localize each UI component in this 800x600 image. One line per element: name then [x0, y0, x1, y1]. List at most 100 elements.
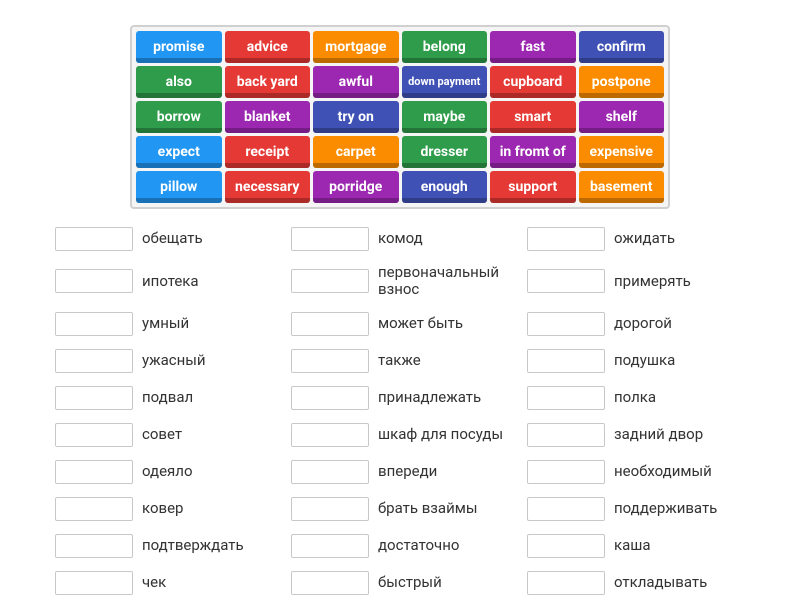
drop-target[interactable]: [527, 534, 605, 558]
answer-row: совет: [55, 423, 273, 447]
answer-row: ипотека: [55, 264, 273, 299]
word-tile[interactable]: blanket: [225, 101, 311, 133]
answer-row: дорогой: [527, 312, 745, 336]
drop-target[interactable]: [527, 227, 605, 251]
answer-row: быстрый: [291, 571, 509, 595]
drop-target[interactable]: [291, 460, 369, 484]
drop-target[interactable]: [527, 423, 605, 447]
word-tile[interactable]: borrow: [136, 101, 222, 133]
answer-row: ожидать: [527, 227, 745, 251]
word-tile[interactable]: confirm: [579, 31, 665, 63]
answer-label: обещать: [142, 230, 203, 247]
answer-label: необходимый: [614, 463, 712, 480]
word-tile[interactable]: pillow: [136, 171, 222, 203]
word-tile[interactable]: basement: [579, 171, 665, 203]
drop-target[interactable]: [527, 460, 605, 484]
answers-grid: обещать комод ожидать ипотека первоначальный…: [55, 227, 745, 595]
answer-row: поддерживать: [527, 497, 745, 521]
answer-label: совет: [142, 426, 182, 443]
drop-target[interactable]: [291, 497, 369, 521]
word-tile[interactable]: postpone: [579, 66, 665, 98]
word-tile[interactable]: carpet: [313, 136, 399, 168]
word-tile[interactable]: expect: [136, 136, 222, 168]
drop-target[interactable]: [291, 312, 369, 336]
answer-label: брать взаймы: [378, 500, 478, 517]
answer-row: может быть: [291, 312, 509, 336]
word-tile[interactable]: support: [490, 171, 576, 203]
answer-row: принадлежать: [291, 386, 509, 410]
drop-target[interactable]: [55, 423, 133, 447]
answer-label: впереди: [378, 463, 437, 480]
word-tile[interactable]: dresser: [402, 136, 488, 168]
word-tile[interactable]: awful: [313, 66, 399, 98]
answer-label: шкаф для посуды: [378, 426, 503, 443]
drop-target[interactable]: [55, 534, 133, 558]
drop-target[interactable]: [55, 460, 133, 484]
answer-label: также: [378, 352, 421, 369]
drop-target[interactable]: [291, 386, 369, 410]
answer-label: подвал: [142, 389, 193, 406]
word-tile[interactable]: porridge: [313, 171, 399, 203]
word-tile[interactable]: fast: [490, 31, 576, 63]
word-tile[interactable]: promise: [136, 31, 222, 63]
answer-label: подтверждать: [142, 537, 244, 554]
answer-label: примерять: [614, 273, 691, 290]
word-tile[interactable]: maybe: [402, 101, 488, 133]
word-tile[interactable]: try on: [313, 101, 399, 133]
word-tile[interactable]: necessary: [225, 171, 311, 203]
drop-target[interactable]: [55, 227, 133, 251]
drop-target[interactable]: [527, 386, 605, 410]
drop-target[interactable]: [291, 227, 369, 251]
word-tile[interactable]: in fromt of: [490, 136, 576, 168]
answer-row: чек: [55, 571, 273, 595]
answer-label: может быть: [378, 315, 463, 332]
drop-target[interactable]: [291, 571, 369, 595]
answer-label: подушка: [614, 352, 675, 369]
word-tile[interactable]: mortgage: [313, 31, 399, 63]
word-tile[interactable]: smart: [490, 101, 576, 133]
answer-label: откладывать: [614, 574, 707, 591]
answer-row: подвал: [55, 386, 273, 410]
answer-row: комод: [291, 227, 509, 251]
answer-row: полка: [527, 386, 745, 410]
word-tile[interactable]: expensive: [579, 136, 665, 168]
word-tile[interactable]: advice: [225, 31, 311, 63]
drop-target[interactable]: [527, 571, 605, 595]
word-tile[interactable]: enough: [402, 171, 488, 203]
answer-row: обещать: [55, 227, 273, 251]
answer-label: одеяло: [142, 463, 193, 480]
drop-target[interactable]: [55, 312, 133, 336]
drop-target[interactable]: [55, 386, 133, 410]
word-tile[interactable]: back yard: [225, 66, 311, 98]
answer-label: первоначальный взнос: [378, 264, 509, 299]
drop-target[interactable]: [291, 349, 369, 373]
drop-target[interactable]: [527, 312, 605, 336]
answer-row: необходимый: [527, 460, 745, 484]
answer-label: полка: [614, 389, 656, 406]
drop-target[interactable]: [55, 269, 133, 293]
word-tile[interactable]: belong: [402, 31, 488, 63]
drop-target[interactable]: [55, 349, 133, 373]
answer-label: дорогой: [614, 315, 672, 332]
drop-target[interactable]: [55, 571, 133, 595]
word-tile[interactable]: shelf: [579, 101, 665, 133]
word-tile[interactable]: receipt: [225, 136, 311, 168]
word-tile[interactable]: also: [136, 66, 222, 98]
word-tile[interactable]: down payment: [402, 66, 488, 98]
answer-label: поддерживать: [614, 500, 717, 517]
drop-target[interactable]: [55, 497, 133, 521]
answer-label: быстрый: [378, 574, 442, 591]
answer-row: впереди: [291, 460, 509, 484]
drop-target[interactable]: [527, 497, 605, 521]
word-tile[interactable]: cupboard: [490, 66, 576, 98]
answer-row: шкаф для посуды: [291, 423, 509, 447]
drop-target[interactable]: [291, 534, 369, 558]
drop-target[interactable]: [527, 349, 605, 373]
drop-target[interactable]: [527, 269, 605, 293]
answer-label: достаточно: [378, 537, 459, 554]
drop-target[interactable]: [291, 423, 369, 447]
answer-row: подтверждать: [55, 534, 273, 558]
answer-row: брать взаймы: [291, 497, 509, 521]
answer-label: ужасный: [142, 352, 206, 369]
drop-target[interactable]: [291, 269, 369, 293]
